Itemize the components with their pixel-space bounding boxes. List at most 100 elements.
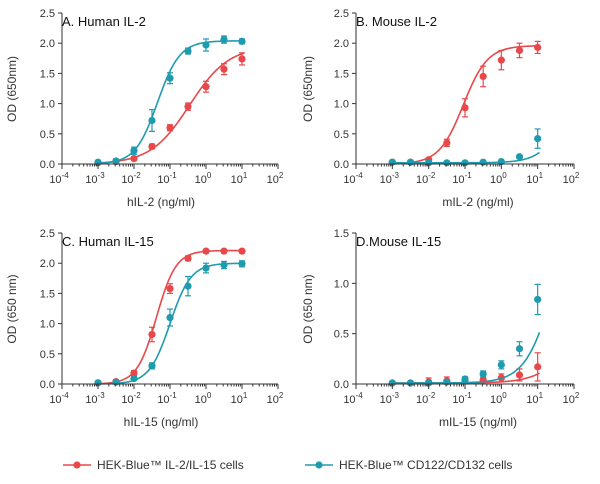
y-tick-label: 2.0 [40, 38, 55, 50]
fit-curve-red [96, 249, 244, 385]
data-point-red [166, 124, 174, 132]
x-tick-label: 101 [231, 391, 248, 406]
data-point-red [515, 371, 524, 379]
data-point-teal [112, 157, 120, 165]
data-point-teal [130, 147, 138, 155]
data-point-teal [515, 153, 524, 161]
panel-d-marks [388, 283, 542, 387]
x-tick-label: 10-1 [452, 391, 472, 406]
data-point-red [220, 247, 228, 255]
data-point-teal [148, 116, 156, 125]
y-tick-label: 0.0 [334, 159, 349, 171]
data-point-teal [443, 159, 451, 167]
x-tick-label: 100 [490, 171, 507, 186]
y-tick-label: 0.0 [40, 159, 55, 171]
panel-c-marks [94, 247, 246, 387]
legend-teal-marker [315, 461, 323, 469]
y-tick-label: 2.5 [40, 8, 55, 20]
data-point-red [515, 46, 524, 55]
panel-d: 0.0 0.5 1.0 1.5 10-4 10-3 10-2 10-1 100 101 102 D.… [301, 228, 580, 429]
data-point-red [202, 83, 210, 91]
x-tick-label: 101 [231, 171, 248, 186]
data-point-teal [220, 35, 228, 44]
data-point-red [534, 43, 542, 52]
panel-b-xlabel: mIL-2 (ng/ml) [442, 195, 513, 209]
data-point-teal [202, 41, 210, 49]
x-tick-label: 102 [267, 391, 284, 406]
y-tick-label: 1.5 [334, 68, 349, 80]
x-tick-label: 10-3 [85, 171, 105, 186]
data-point-red [166, 284, 174, 293]
y-tick-label: 0.5 [334, 129, 349, 141]
data-point-teal [497, 361, 505, 369]
y-tick-label: 2.5 [40, 228, 55, 240]
y-tick-label: 2.0 [40, 258, 55, 270]
x-tick-label: 10-2 [121, 171, 141, 186]
x-tick-label: 10-4 [343, 171, 363, 186]
fit-curve-teal [96, 40, 244, 165]
x-tick-label: 10-2 [416, 391, 436, 406]
x-tick-label: 10-1 [452, 171, 472, 186]
data-point-teal [166, 74, 174, 82]
data-point-teal [220, 261, 228, 269]
x-tick-label: 10-3 [380, 171, 400, 186]
x-tick-label: 100 [195, 391, 212, 406]
data-point-red [497, 56, 505, 64]
panel-c-xlabel: hIL-15 (ng/ml) [124, 415, 199, 429]
data-point-teal [148, 362, 156, 370]
panel-a-ylabel: OD (650nm) [5, 56, 19, 122]
data-point-red [184, 103, 192, 111]
y-tick-label: 0.5 [40, 349, 55, 361]
data-point-red [443, 139, 451, 147]
x-tick-label: 10-4 [49, 391, 69, 406]
panel-d-title: D.Mouse IL-15 [356, 234, 441, 249]
x-tick-label: 10-3 [85, 391, 105, 406]
data-point-teal [184, 282, 192, 290]
panel-a: 0.0 0.5 1.0 1.5 2.0 2.5 10-4 10-3 10-2 10-1 100 101… [5, 8, 284, 209]
data-point-red [238, 247, 246, 255]
legend-teal-label: HEK-Blue™ CD122/CD132 cells [339, 458, 512, 472]
data-point-red [130, 154, 138, 163]
data-point-red [148, 142, 156, 151]
data-point-teal [130, 374, 138, 383]
data-point-teal [497, 157, 505, 166]
data-point-red [479, 72, 487, 81]
panel-c-ylabel: OD (650 nm) [5, 274, 19, 343]
data-point-teal [406, 158, 415, 166]
y-tick-label: 0.0 [40, 379, 55, 391]
y-tick-label: 1.0 [40, 319, 55, 331]
x-tick-label: 10-2 [121, 391, 141, 406]
panel-c-title: C. Human IL-15 [62, 234, 154, 249]
panel-c: 0.0 0.5 1.0 1.5 2.0 2.5 10-4 10-3 10-2 10-1 100 101… [5, 228, 284, 429]
y-tick-label: 0.0 [334, 379, 349, 391]
x-tick-label: 10-1 [157, 171, 177, 186]
panel-a-title: A. Human IL-2 [62, 14, 146, 29]
data-point-teal [238, 37, 246, 45]
data-point-red [461, 104, 469, 112]
y-tick-label: 1.5 [40, 68, 55, 80]
data-point-teal [479, 370, 487, 378]
panel-b-axes: 0.0 0.5 1.0 1.5 2.0 2.5 10-4 10-3 10-2 10-1 100 101… [334, 8, 580, 186]
fit-curve-teal [390, 331, 541, 384]
x-tick-label: 102 [563, 391, 580, 406]
y-tick-label: 2.0 [334, 38, 349, 50]
data-point-teal [534, 135, 542, 143]
data-point-teal [238, 260, 246, 268]
fit-curve-red [96, 52, 245, 164]
data-point-teal [202, 264, 210, 272]
data-point-teal [184, 47, 192, 55]
panel-b-ylabel: OD (650nm) [301, 56, 315, 122]
x-tick-label: 10-4 [343, 391, 363, 406]
y-tick-label: 1.5 [40, 288, 55, 300]
y-tick-label: 0.5 [334, 329, 349, 341]
data-point-red [202, 247, 210, 255]
panel-b: 0.0 0.5 1.0 1.5 2.0 2.5 10-4 10-3 10-2 10-1 100 101… [301, 8, 580, 209]
data-point-teal [112, 378, 120, 386]
panel-b-title: B. Mouse IL-2 [356, 14, 437, 29]
x-tick-label: 10-1 [157, 391, 177, 406]
data-point-teal [406, 379, 415, 387]
data-point-red [184, 254, 192, 262]
y-tick-label: 2.5 [334, 8, 349, 20]
panel-b-marks [388, 40, 542, 167]
